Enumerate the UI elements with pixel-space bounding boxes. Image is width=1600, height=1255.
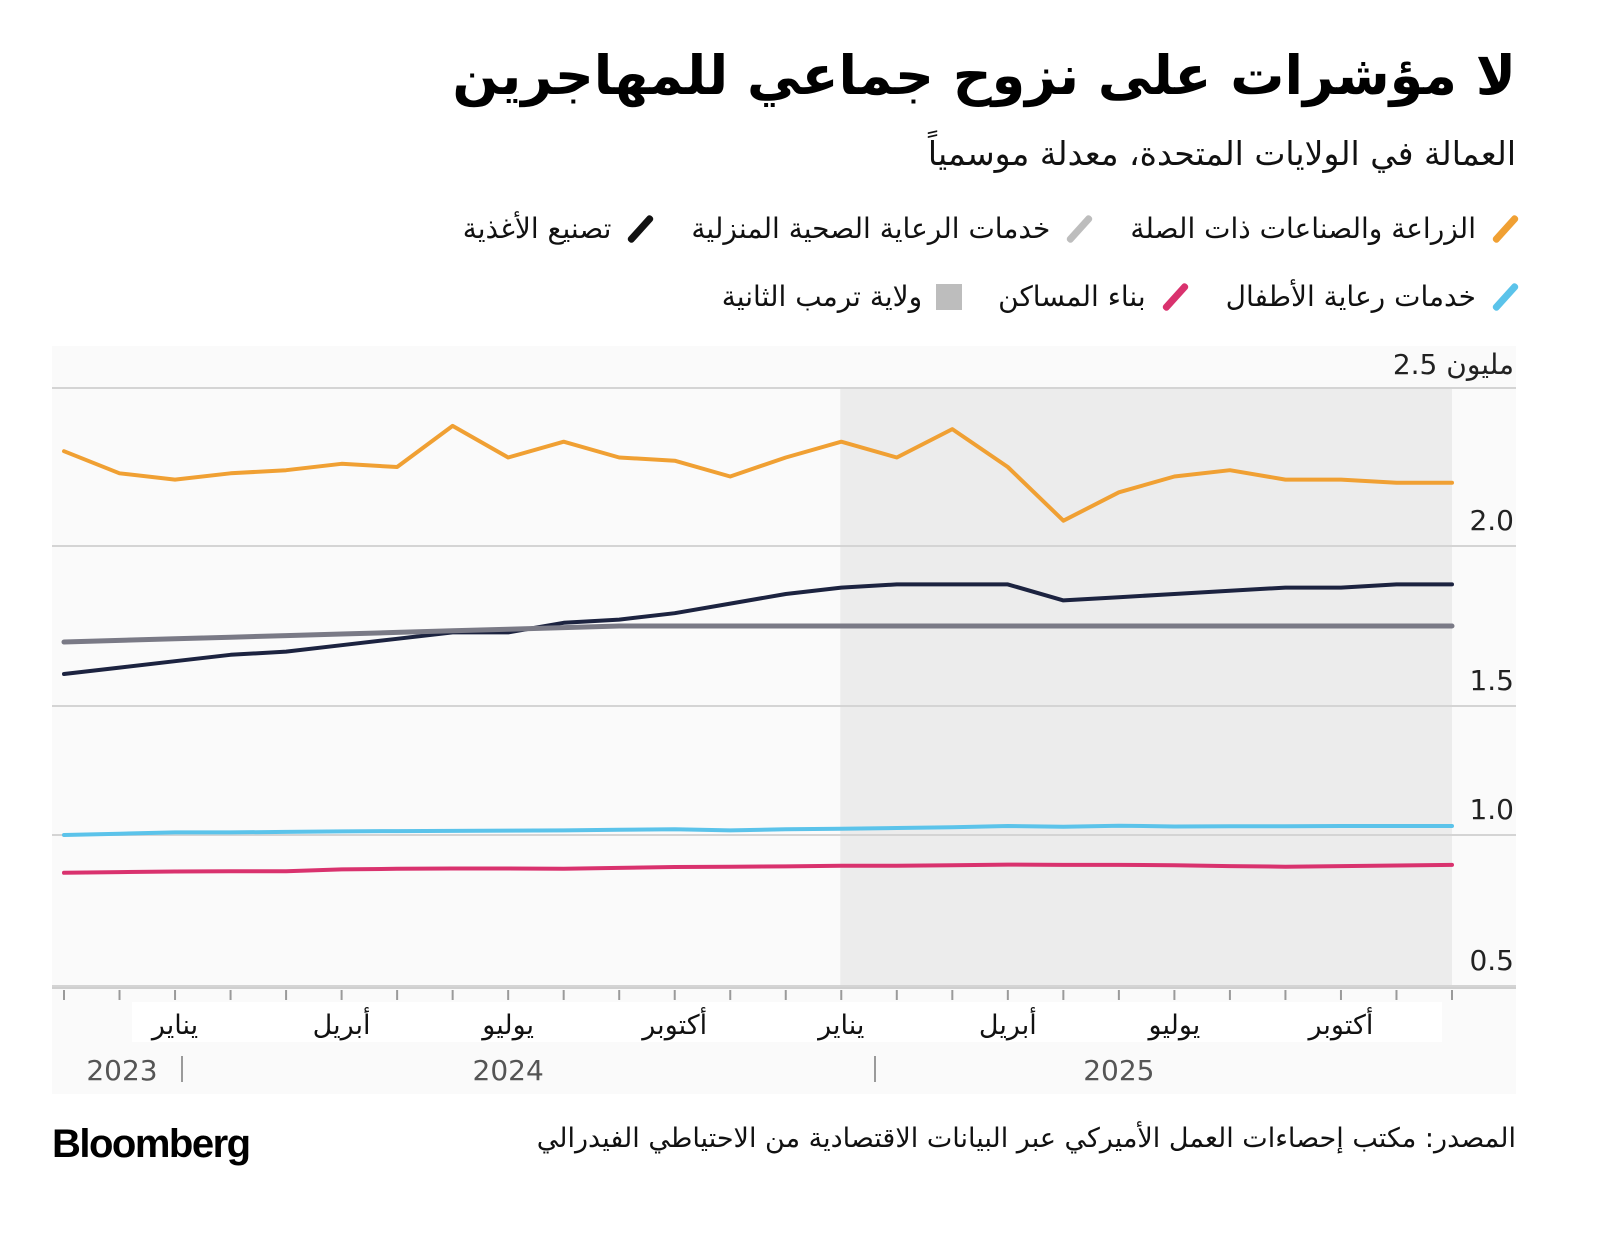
x-tick-label: أكتوبر bbox=[640, 1006, 707, 1041]
x-label-band bbox=[132, 1002, 1442, 1042]
year-label: 2025 bbox=[1083, 1054, 1154, 1087]
legend-square-icon bbox=[936, 283, 963, 310]
x-tick-label: أبريل bbox=[979, 1006, 1037, 1041]
x-tick-label: يناير bbox=[816, 1010, 864, 1041]
series-line-2 bbox=[61, 623, 1455, 645]
y-tick-label: 0.5 bbox=[1469, 944, 1514, 977]
year-label: 2024 bbox=[473, 1054, 544, 1087]
legend-slash-icon bbox=[1490, 282, 1520, 312]
legend-row-2: خدمات رعاية الأطفال بناء المساكن ولاية ت… bbox=[686, 280, 1520, 313]
legend-label: تصنيع الأغذية bbox=[462, 212, 612, 245]
legend-slash-icon bbox=[1160, 282, 1190, 312]
chart-title: لا مؤشرات على نزوح جماعي للمهاجرين bbox=[452, 44, 1517, 107]
legend-label: الزراعة والصناعات ذات الصلة bbox=[1130, 212, 1476, 245]
chart-subtitle: العمالة في الولايات المتحدة، معدلة موسمي… bbox=[927, 134, 1516, 173]
shaded-region-trump-term bbox=[840, 388, 1452, 986]
line-chart: 2.5 مليون 2.0 1.5 1.0 0.5 يناير أبريل يوليو أكت… bbox=[52, 346, 1516, 1094]
x-tick-label: يناير bbox=[150, 1010, 198, 1041]
legend-label: خدمات الرعاية الصحية المنزلية bbox=[691, 212, 1051, 245]
legend-item-agriculture[interactable]: الزراعة والصناعات ذات الصلة bbox=[1130, 212, 1520, 245]
x-tick-label: يوليو bbox=[1147, 1010, 1201, 1041]
legend-item-home-health[interactable]: خدمات الرعاية الصحية المنزلية bbox=[691, 212, 1094, 245]
legend-item-trump-second-term[interactable]: ولاية ترمب الثانية bbox=[721, 280, 963, 313]
bloomberg-logo: Bloomberg bbox=[52, 1122, 251, 1166]
year-label: 2023 bbox=[86, 1054, 157, 1087]
legend-item-child-care[interactable]: خدمات رعاية الأطفال bbox=[1226, 280, 1520, 313]
y-tick-label: 1.5 bbox=[1469, 664, 1514, 697]
x-tick-label: أكتوبر bbox=[1307, 1006, 1374, 1041]
x-tick-label: يوليو bbox=[480, 1010, 534, 1041]
series-line-0 bbox=[62, 423, 1454, 523]
y-tick-label: 2.0 bbox=[1469, 504, 1514, 537]
legend-slash-icon bbox=[625, 214, 655, 244]
legend-slash-icon bbox=[1064, 214, 1094, 244]
series-line-3 bbox=[62, 823, 1454, 837]
series-line-1 bbox=[62, 582, 1454, 676]
legend-label: بناء المساكن bbox=[998, 280, 1146, 313]
y-tick-label: 1.0 bbox=[1469, 793, 1514, 826]
y-tick-label: 2.5 مليون bbox=[1393, 348, 1514, 381]
legend-label: خدمات رعاية الأطفال bbox=[1225, 280, 1476, 313]
x-tick-label: أبريل bbox=[313, 1006, 371, 1041]
series-line-4 bbox=[62, 862, 1454, 875]
legend-label: ولاية ترمب الثانية bbox=[721, 280, 923, 313]
legend-slash-icon bbox=[1490, 214, 1520, 244]
legend-row-1: الزراعة والصناعات ذات الصلة خدمات الرعاي… bbox=[427, 212, 1520, 245]
source-note: المصدر: مكتب إحصاءات العمل الأميركي عبر … bbox=[536, 1123, 1516, 1154]
legend-item-food-manufacturing[interactable]: تصنيع الأغذية bbox=[463, 212, 656, 245]
legend-item-residential-construction[interactable]: بناء المساكن bbox=[998, 280, 1190, 313]
